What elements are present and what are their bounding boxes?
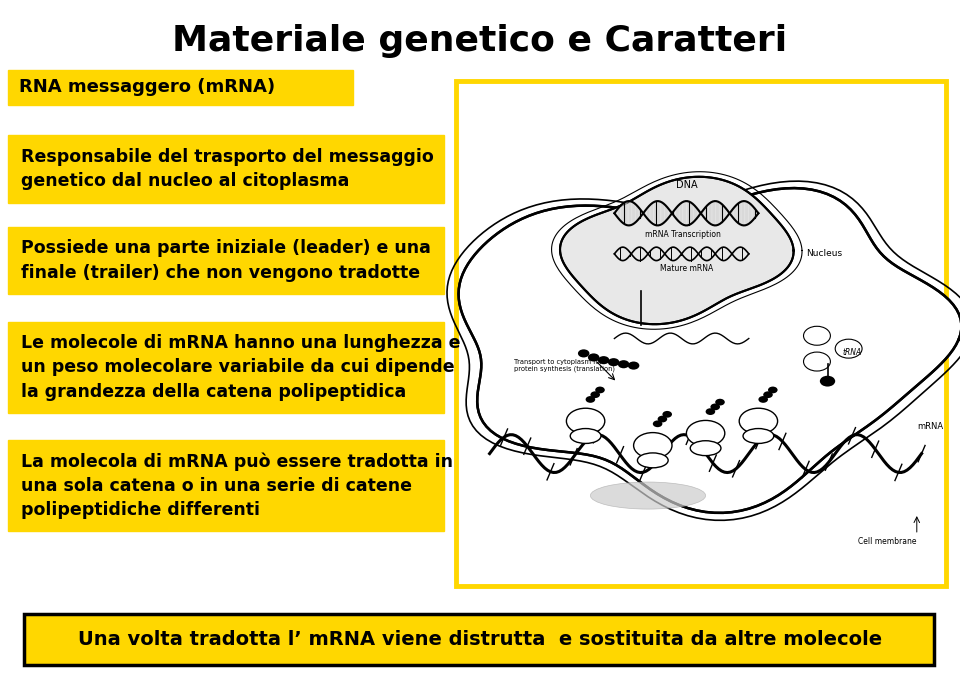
Polygon shape xyxy=(746,201,748,225)
Ellipse shape xyxy=(743,429,774,443)
FancyBboxPatch shape xyxy=(24,614,934,665)
Polygon shape xyxy=(643,211,645,216)
Ellipse shape xyxy=(690,441,721,456)
Ellipse shape xyxy=(590,482,706,509)
Text: Possiede una parte iniziale (leader) e una
finale (trailer) che non vengono trad: Possiede una parte iniziale (leader) e u… xyxy=(21,240,431,282)
Ellipse shape xyxy=(634,433,672,458)
FancyBboxPatch shape xyxy=(8,322,444,413)
Polygon shape xyxy=(724,206,726,221)
Circle shape xyxy=(618,360,630,368)
Circle shape xyxy=(820,376,835,387)
Polygon shape xyxy=(742,201,744,225)
Polygon shape xyxy=(698,210,700,217)
Circle shape xyxy=(758,396,768,403)
Circle shape xyxy=(628,362,639,370)
Polygon shape xyxy=(647,206,649,221)
Circle shape xyxy=(804,352,830,371)
Circle shape xyxy=(586,396,595,403)
Polygon shape xyxy=(713,201,714,225)
Polygon shape xyxy=(669,209,671,217)
Text: DNA: DNA xyxy=(676,179,697,190)
Polygon shape xyxy=(709,202,711,224)
FancyBboxPatch shape xyxy=(456,81,946,586)
Polygon shape xyxy=(756,211,758,216)
Polygon shape xyxy=(659,201,660,225)
Polygon shape xyxy=(695,206,696,221)
Polygon shape xyxy=(625,201,627,225)
Polygon shape xyxy=(629,201,631,225)
Polygon shape xyxy=(640,209,641,217)
Polygon shape xyxy=(618,206,620,220)
Polygon shape xyxy=(651,203,653,223)
Circle shape xyxy=(608,358,619,366)
Circle shape xyxy=(578,349,589,357)
Polygon shape xyxy=(738,202,740,224)
Text: RNA messaggero (mRNA): RNA messaggero (mRNA) xyxy=(19,79,276,96)
Circle shape xyxy=(763,391,773,398)
Polygon shape xyxy=(633,202,635,224)
Polygon shape xyxy=(702,209,704,217)
Polygon shape xyxy=(680,202,682,224)
Text: mRNA: mRNA xyxy=(917,422,943,431)
Circle shape xyxy=(590,391,600,398)
Text: Cell membrane: Cell membrane xyxy=(858,537,917,546)
Circle shape xyxy=(706,408,715,415)
Circle shape xyxy=(715,399,725,406)
Circle shape xyxy=(588,353,599,362)
Circle shape xyxy=(595,387,605,393)
Polygon shape xyxy=(687,201,689,225)
FancyBboxPatch shape xyxy=(8,70,353,105)
Circle shape xyxy=(598,356,610,364)
Polygon shape xyxy=(691,202,693,224)
Polygon shape xyxy=(459,188,960,513)
Circle shape xyxy=(662,411,672,418)
Polygon shape xyxy=(560,177,794,324)
Text: Mature mRNA: Mature mRNA xyxy=(660,264,713,273)
Circle shape xyxy=(710,403,720,410)
Text: Responsabile del trasporto del messaggio
genetico dal nucleo al citoplasma: Responsabile del trasporto del messaggio… xyxy=(21,148,434,190)
Polygon shape xyxy=(622,203,623,223)
Circle shape xyxy=(835,339,862,358)
Text: Transport to cytoplasm for
protein synthesis (translation): Transport to cytoplasm for protein synth… xyxy=(514,359,614,372)
Text: Una volta tradotta l’ mRNA viene distrutta  e sostituita da altre molecole: Una volta tradotta l’ mRNA viene distrut… xyxy=(78,630,882,649)
Circle shape xyxy=(768,387,778,393)
Ellipse shape xyxy=(637,453,668,468)
Ellipse shape xyxy=(570,429,601,443)
Polygon shape xyxy=(655,201,657,225)
Polygon shape xyxy=(661,202,663,224)
Polygon shape xyxy=(677,206,678,221)
Polygon shape xyxy=(750,203,751,223)
Circle shape xyxy=(658,416,667,422)
Text: mRNA Transcription: mRNA Transcription xyxy=(645,230,721,239)
Text: tRNA: tRNA xyxy=(843,347,862,357)
Polygon shape xyxy=(753,206,755,220)
Circle shape xyxy=(804,326,830,345)
FancyBboxPatch shape xyxy=(8,135,444,203)
FancyBboxPatch shape xyxy=(8,440,444,531)
FancyBboxPatch shape xyxy=(8,227,444,294)
Text: La molecola di mRNA può essere tradotta in
una sola catena o in una serie di cat: La molecola di mRNA può essere tradotta … xyxy=(21,452,453,519)
Ellipse shape xyxy=(686,420,725,446)
Ellipse shape xyxy=(566,408,605,434)
Polygon shape xyxy=(728,211,730,216)
Polygon shape xyxy=(636,205,638,221)
Polygon shape xyxy=(720,203,722,223)
Polygon shape xyxy=(684,201,685,225)
Polygon shape xyxy=(673,210,675,217)
Polygon shape xyxy=(665,205,667,221)
Polygon shape xyxy=(734,205,736,221)
Polygon shape xyxy=(706,205,708,221)
Ellipse shape xyxy=(739,408,778,434)
Polygon shape xyxy=(716,201,718,225)
Polygon shape xyxy=(614,211,616,216)
Text: Materiale genetico e Caratteri: Materiale genetico e Caratteri xyxy=(173,24,787,58)
Text: Nucleus: Nucleus xyxy=(806,249,843,259)
Text: Le molecole di mRNA hanno una lunghezza e
un peso molecolare variabile da cui di: Le molecole di mRNA hanno una lunghezza … xyxy=(21,334,461,401)
Circle shape xyxy=(653,420,662,427)
